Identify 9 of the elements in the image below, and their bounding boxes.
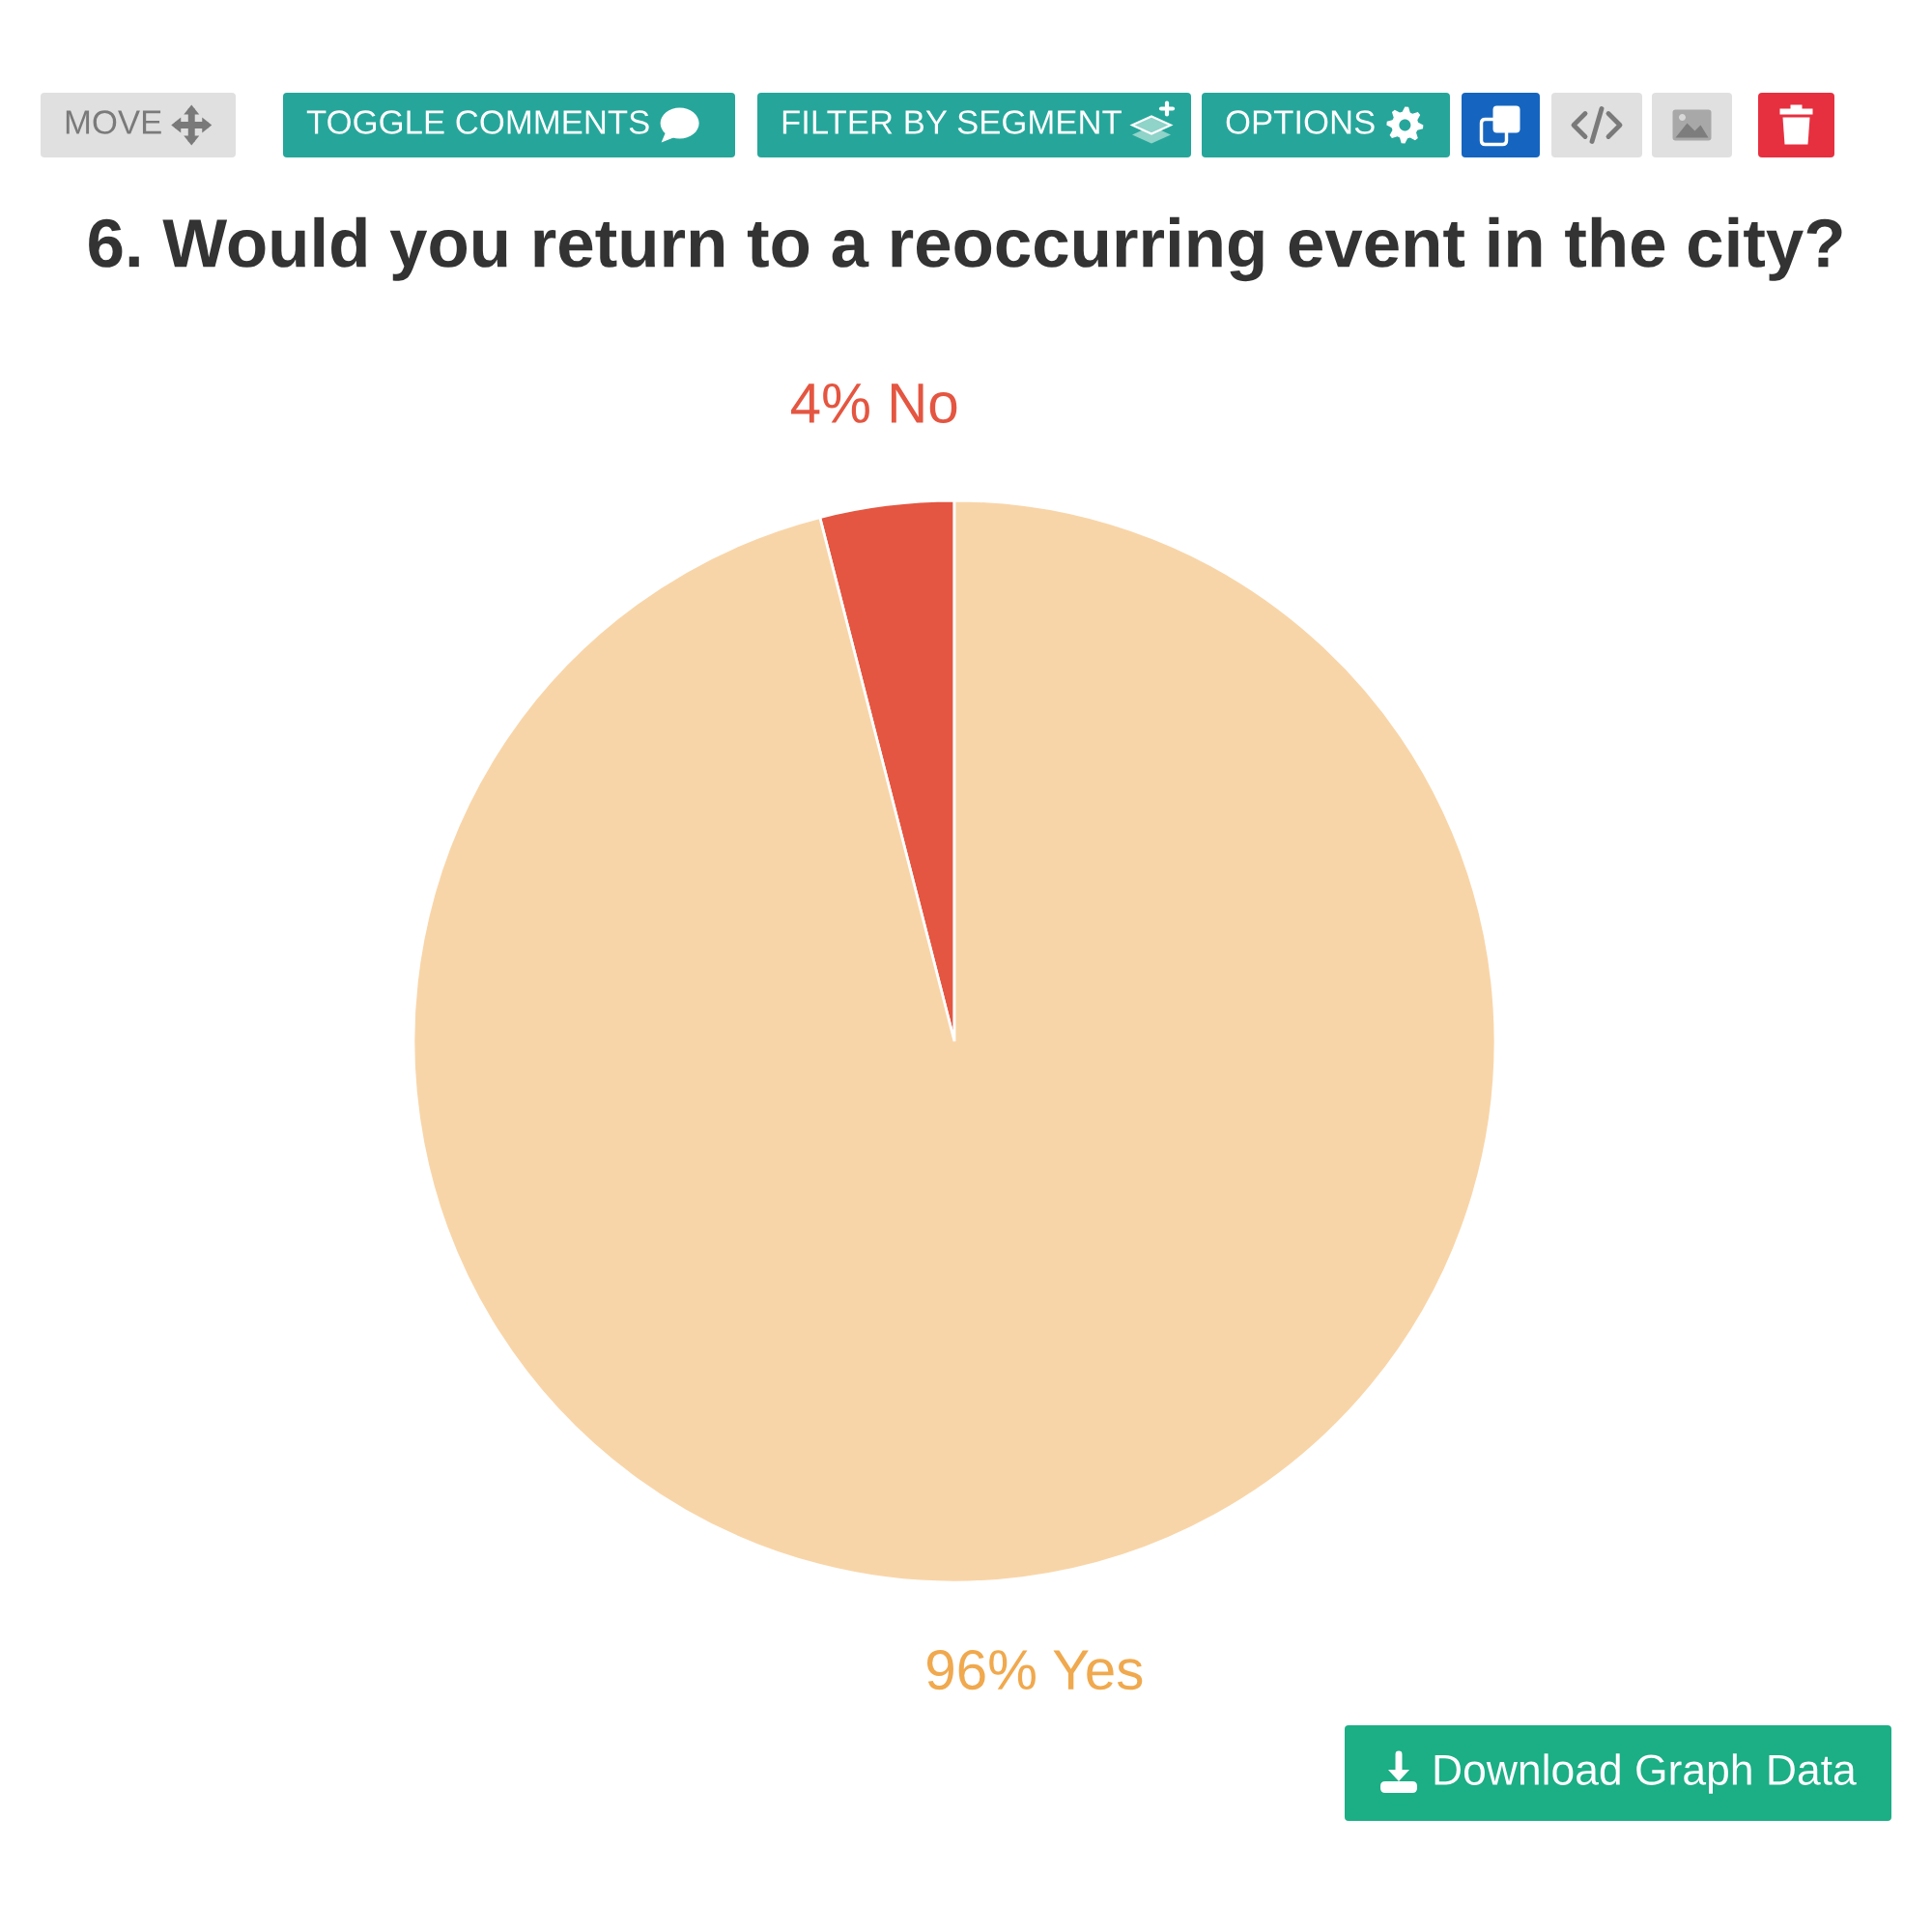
text: FILTER BY SEGMENT: [782, 110, 1122, 134]
text: MOVE: [66, 110, 161, 134]
pie-slice: [412, 498, 1497, 1584]
text: Download Graph Data: [1435, 1753, 1857, 1794]
slice-label: 96% Yes: [926, 1649, 1143, 1690]
chart-title: 6. Would you return to a reoccurring event in the city?: [89, 216, 1842, 282]
slice-label: 4% No: [790, 384, 957, 424]
text: OPTIONS: [1226, 110, 1375, 134]
text: TOGGLE COMMENTS: [306, 110, 649, 134]
